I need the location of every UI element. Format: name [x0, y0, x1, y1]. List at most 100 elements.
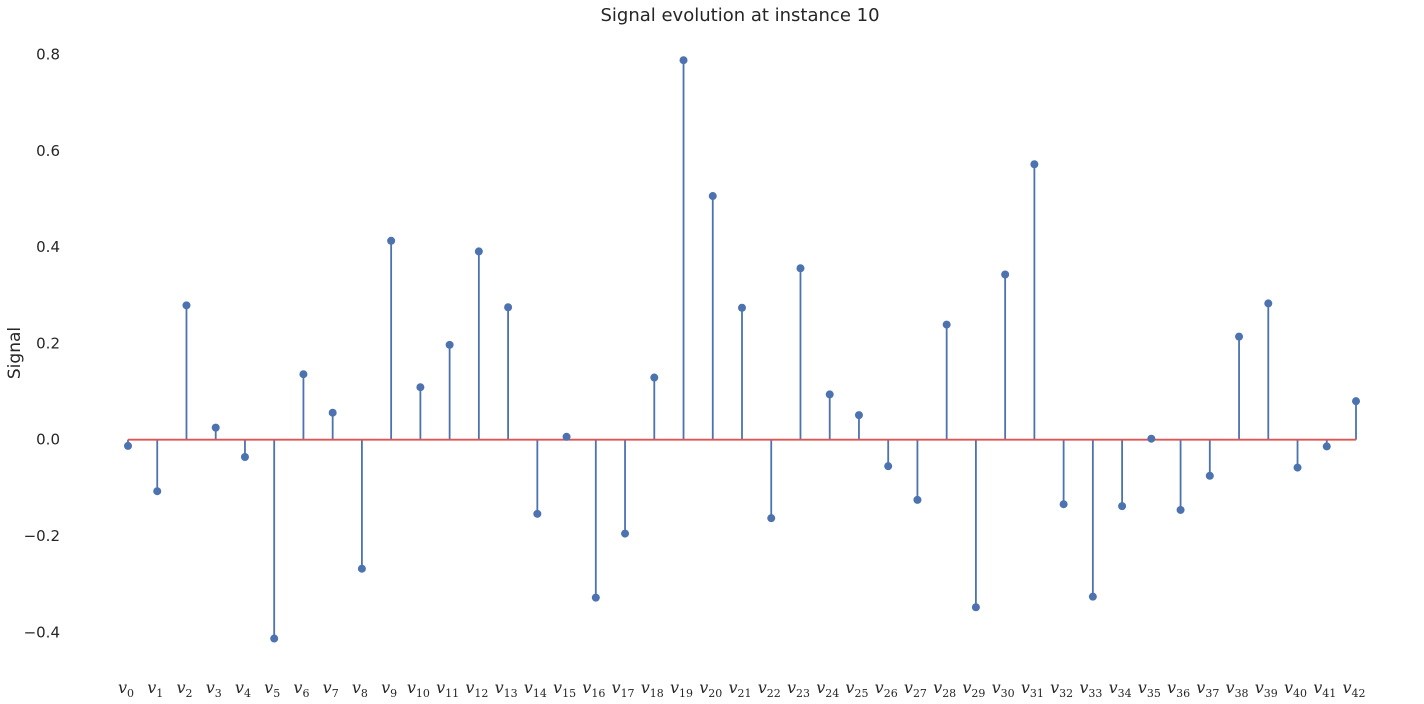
- x-tick-label: v8: [352, 678, 368, 700]
- x-tick-subscript: 34: [1118, 687, 1132, 700]
- x-tick-base: v: [728, 678, 737, 697]
- x-tick-subscript: 33: [1088, 687, 1102, 700]
- x-tick-base: v: [816, 678, 825, 697]
- x-tick-label: v12: [465, 678, 488, 700]
- x-tick-subscript: 8: [361, 687, 368, 700]
- x-tick-label: v37: [1196, 678, 1219, 700]
- stem-marker: [182, 301, 191, 310]
- x-tick-subscript: 15: [562, 687, 576, 700]
- x-tick-subscript: 21: [738, 687, 752, 700]
- x-tick-base: v: [524, 678, 533, 697]
- stem-marker: [124, 441, 132, 450]
- stem-marker: [767, 514, 776, 523]
- stem-marker: [445, 340, 454, 349]
- x-tick-base: v: [1109, 678, 1118, 697]
- x-tick-subscript: 19: [679, 687, 693, 700]
- stem-marker: [650, 373, 659, 382]
- x-tick-base: v: [1021, 678, 1030, 697]
- stem-lines: [127, 60, 1357, 639]
- x-tick-label: v29: [962, 678, 985, 700]
- x-tick-label: v13: [495, 678, 518, 700]
- x-tick-label: v36: [1167, 678, 1190, 700]
- x-tick-subscript: 25: [854, 687, 868, 700]
- x-tick-label: v19: [670, 678, 693, 700]
- x-tick-label: v20: [699, 678, 722, 700]
- x-tick-subscript: 26: [884, 687, 898, 700]
- x-tick-subscript: 23: [796, 687, 810, 700]
- x-tick-base: v: [323, 678, 332, 697]
- stem-marker: [708, 192, 717, 201]
- x-tick-subscript: 28: [942, 687, 956, 700]
- x-tick-label: v31: [1021, 678, 1044, 700]
- x-tick-label: v33: [1079, 678, 1102, 700]
- x-tick-label: v7: [323, 678, 339, 700]
- stem-marker: [942, 320, 951, 329]
- stem-marker: [679, 56, 688, 65]
- stem-marker: [1235, 332, 1244, 341]
- x-tick-subscript: 41: [1322, 687, 1336, 700]
- y-tick-label: 0.2: [36, 334, 60, 352]
- x-tick-subscript: 17: [621, 687, 635, 700]
- x-tick-base: v: [1313, 678, 1322, 697]
- x-tick-label: v10: [407, 678, 430, 700]
- x-tick-label: v0: [118, 678, 134, 700]
- x-tick-subscript: 0: [127, 687, 134, 700]
- x-tick-base: v: [612, 678, 621, 697]
- x-tick-base: v: [381, 678, 390, 697]
- x-tick-base: v: [293, 678, 302, 697]
- x-tick-base: v: [1226, 678, 1235, 697]
- x-tick-base: v: [1284, 678, 1293, 697]
- x-tick-base: v: [1138, 678, 1147, 697]
- x-tick-base: v: [147, 678, 156, 697]
- x-tick-base: v: [553, 678, 562, 697]
- x-tick-base: v: [1196, 678, 1205, 697]
- x-tick-subscript: 1: [156, 687, 163, 700]
- x-tick-label: v22: [758, 678, 781, 700]
- x-tick-label: v3: [206, 678, 222, 700]
- x-tick-base: v: [235, 678, 244, 697]
- stem-marker: [621, 529, 630, 538]
- stem-marker: [884, 462, 893, 471]
- x-tick-subscript: 39: [1264, 687, 1278, 700]
- stem-marker: [1293, 463, 1302, 472]
- x-tick-base: v: [1342, 678, 1351, 697]
- y-tick-label: 0.0: [36, 431, 60, 449]
- x-tick-base: v: [933, 678, 942, 697]
- x-tick-labels: v0 v1 v2 v3 v4 v5 v6 v7 v8 v9 v10 v11 v12 v13 v14 v15 v1…: [118, 678, 1366, 700]
- y-tick-labels: −0.4 −0.2 0.0 0.2 0.4 0.6 0.8: [24, 45, 60, 641]
- x-tick-label: v42: [1342, 678, 1365, 700]
- stem-marker: [854, 411, 863, 420]
- x-tick-subscript: 10: [416, 687, 430, 700]
- x-tick-subscript: 37: [1205, 687, 1219, 700]
- x-tick-subscript: 32: [1059, 687, 1073, 700]
- x-tick-label: v9: [381, 678, 397, 700]
- x-tick-subscript: 5: [273, 687, 280, 700]
- x-tick-base: v: [992, 678, 1001, 697]
- x-tick-label: v14: [524, 678, 547, 700]
- x-tick-subscript: 40: [1293, 687, 1307, 700]
- y-axis-label: Signal: [5, 327, 25, 379]
- stem-markers: [124, 56, 1360, 643]
- x-tick-label: v24: [816, 678, 839, 700]
- stem-marker: [299, 370, 308, 379]
- stem-marker: [562, 432, 571, 441]
- x-tick-subscript: 6: [302, 687, 309, 700]
- stem-marker: [1322, 442, 1331, 451]
- x-tick-subscript: 18: [650, 687, 664, 700]
- x-tick-subscript: 12: [474, 687, 488, 700]
- x-tick-base: v: [1167, 678, 1176, 697]
- stem-marker: [240, 453, 249, 462]
- stem-marker: [1059, 500, 1068, 509]
- x-tick-label: v21: [728, 678, 751, 700]
- stem-marker: [387, 236, 396, 245]
- x-tick-base: v: [264, 678, 273, 697]
- x-tick-label: v6: [293, 678, 309, 700]
- x-tick-base: v: [495, 678, 504, 697]
- x-tick-label: v23: [787, 678, 810, 700]
- x-tick-base: v: [176, 678, 185, 697]
- x-tick-label: v34: [1109, 678, 1132, 700]
- stem-marker: [153, 487, 162, 496]
- stem-marker: [1352, 397, 1360, 406]
- x-tick-subscript: 14: [533, 687, 547, 700]
- stem-marker: [357, 564, 366, 573]
